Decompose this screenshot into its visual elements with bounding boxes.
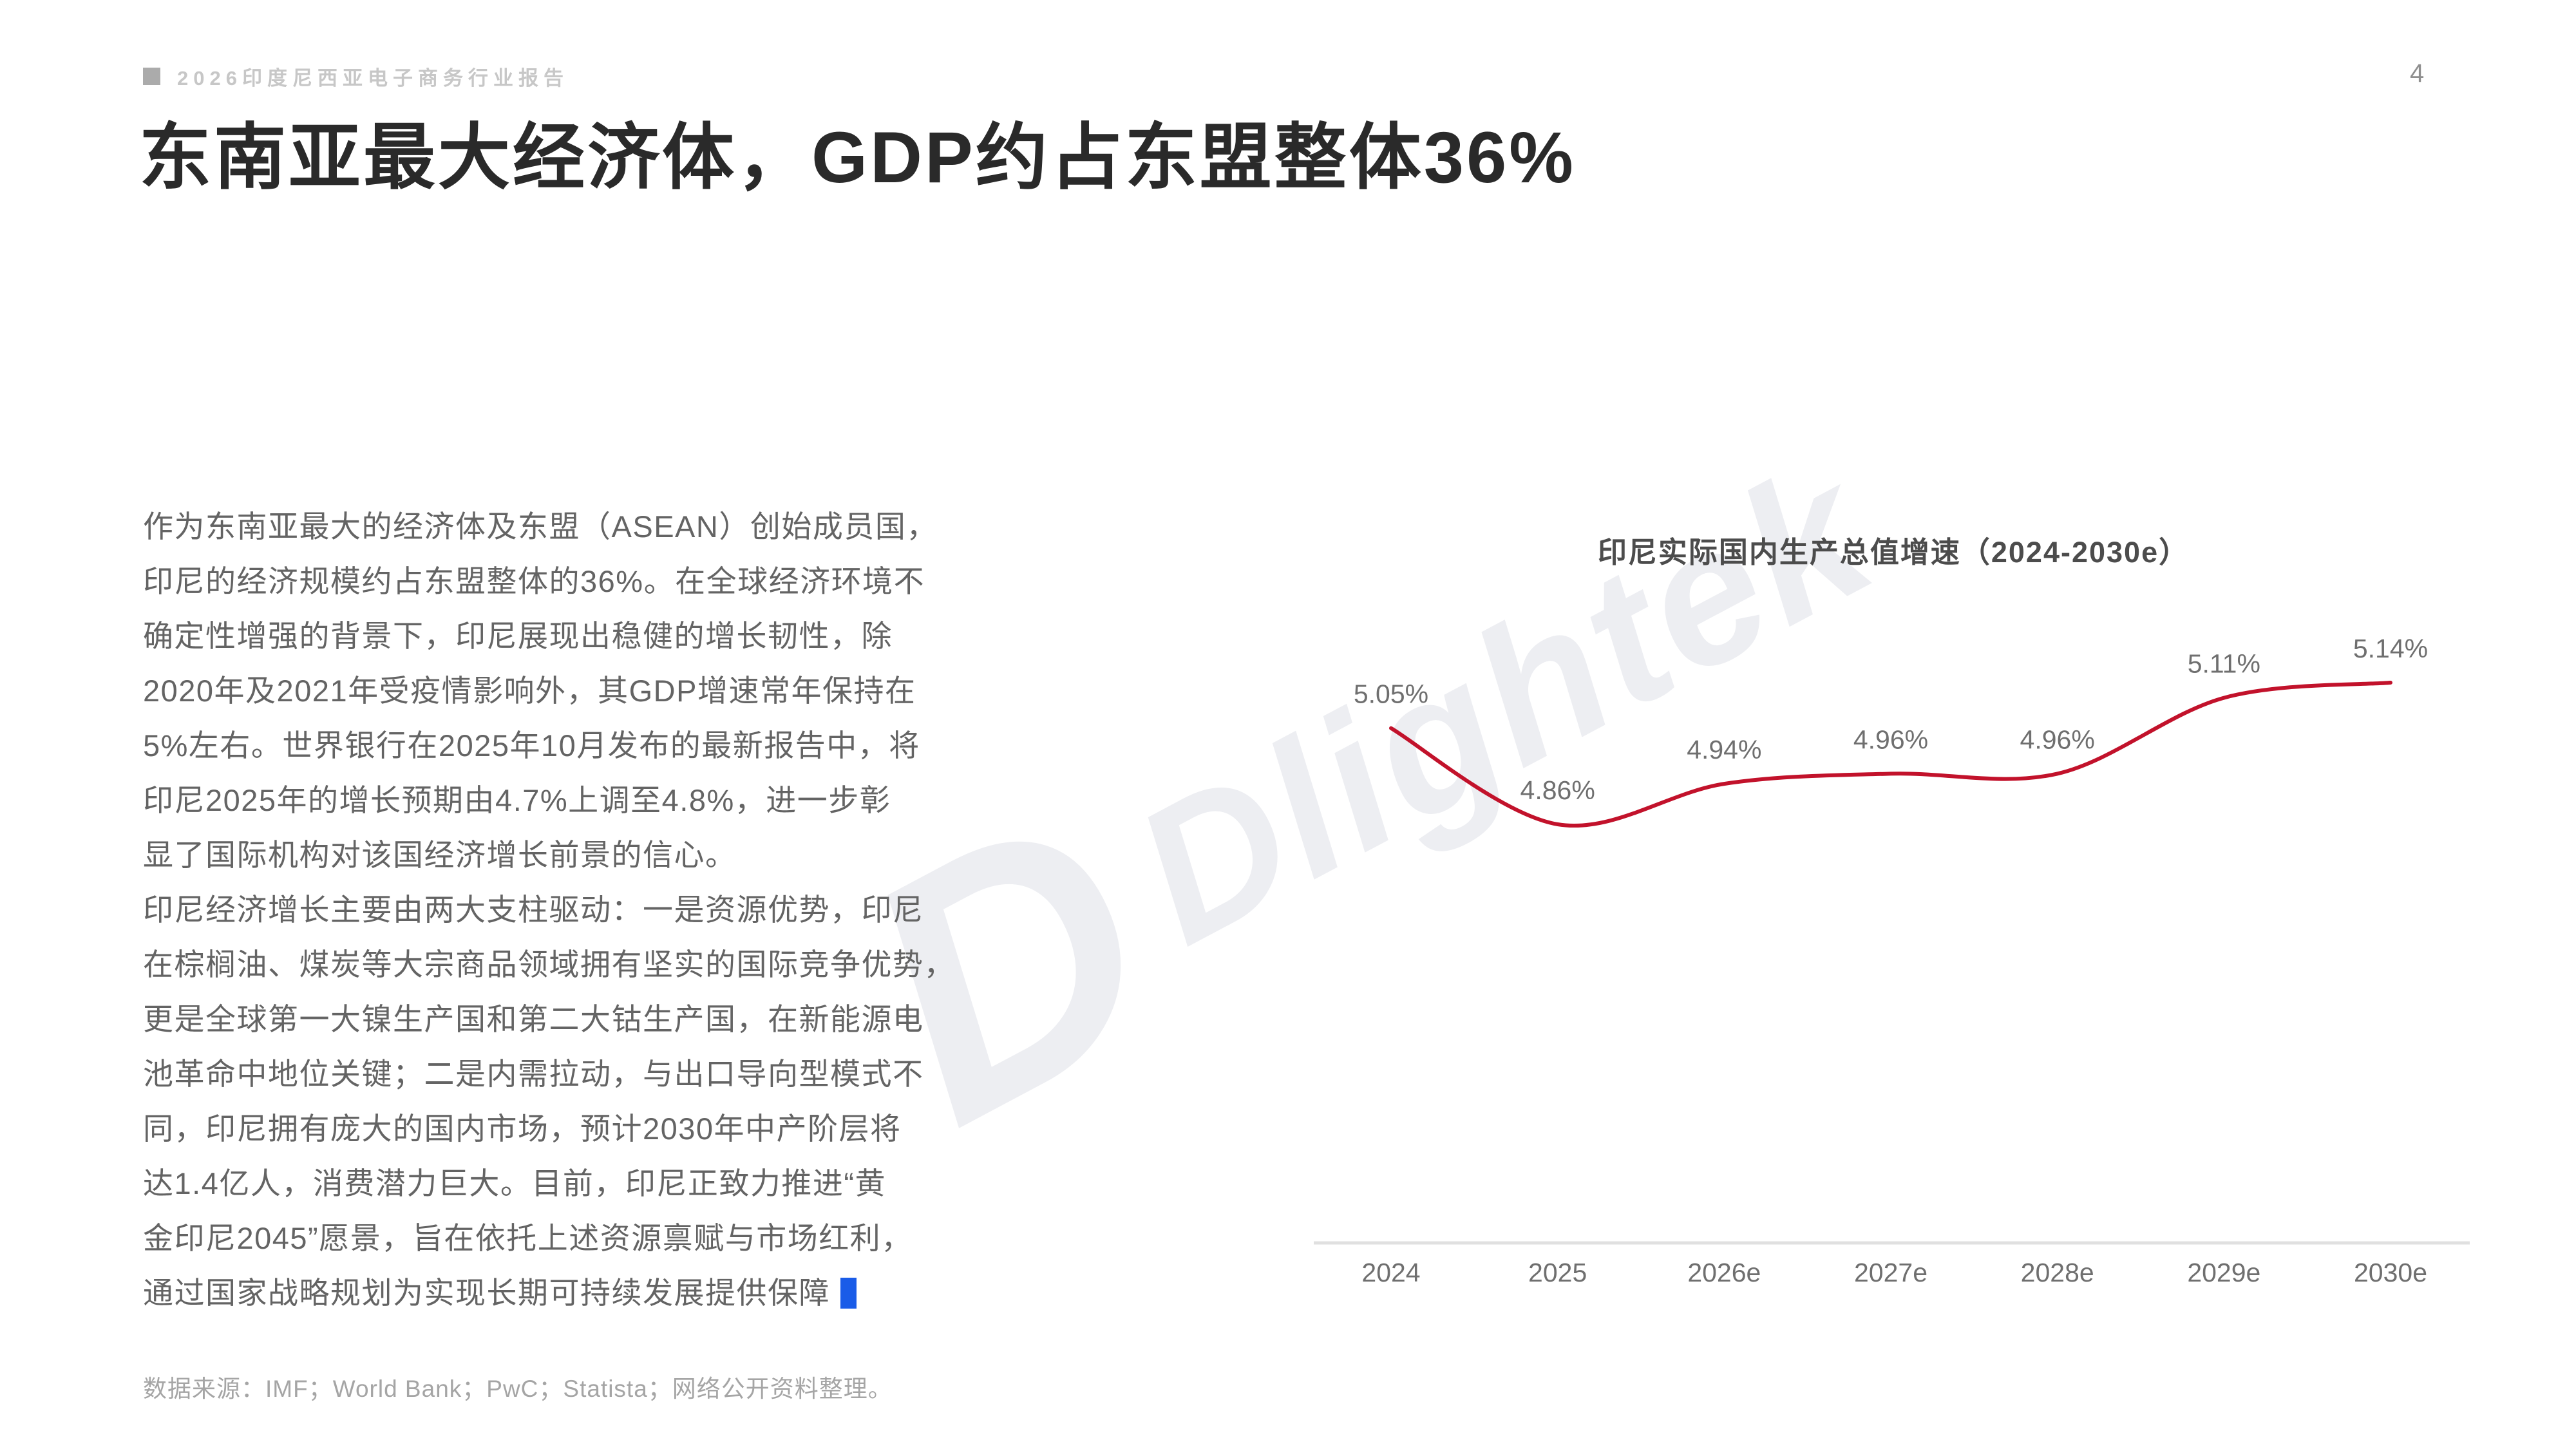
paragraph-lines: 作为东南亚最大的经济体及东盟（ASEAN）创始成员国， 印尼的经济规模约占东盟整体…	[143, 499, 955, 1265]
paragraph-line: 印尼经济增长主要由两大支柱驱动：一是资源优势，印尼	[143, 893, 924, 927]
gdp-trend-line	[1389, 681, 2392, 828]
x-axis-label: 2027e	[1854, 1258, 1927, 1287]
x-axis-label: 2029e	[2187, 1258, 2260, 1287]
x-axis-label: 2026e	[1687, 1258, 1761, 1287]
data-point-label: 5.05%	[1354, 679, 1428, 709]
x-axis-label: 2028e	[2021, 1258, 2094, 1287]
paragraph-line: 5%左右。世界银行在2025年10月发布的最新报告中，将	[143, 728, 920, 762]
x-axis-label: 2025	[1528, 1258, 1587, 1287]
gdp-growth-chart: 印尼实际国内生产总值增速（2024-2030e） 5.05% 4.86% 4.94%…	[1314, 533, 2473, 1370]
paragraph-line: 印尼的经济规模约占东盟整体的36%。在全球经济环境不	[143, 564, 925, 598]
data-point-label: 4.96%	[2020, 724, 2095, 754]
chart-title: 印尼实际国内生产总值增速（2024-2030e）	[1597, 536, 2190, 569]
paragraph-line: 更是全球第一大镍生产国和第二大钴生产国，在新能源电	[143, 1002, 924, 1036]
paragraph-line: 显了国际机构对该国经济增长前景的信心。	[143, 838, 737, 872]
paragraph-line: 金印尼2045”愿景，旨在依托上述资源禀赋与市场红利，	[143, 1221, 913, 1255]
square-bullet-icon	[143, 68, 160, 85]
paragraph-line: 确定性增强的背景下，印尼展现出稳健的增长韧性，除	[143, 619, 893, 653]
report-series-title: 2026印度尼西亚电子商务行业报告	[177, 67, 569, 90]
paragraph-line: 印尼2025年的增长预期由4.7%上调至4.8%，进一步彰	[143, 783, 891, 817]
paragraph-end-marker-icon	[840, 1277, 857, 1309]
data-point-label: 4.96%	[1853, 724, 1928, 754]
paragraph-last-line: 通过国家战略规划为实现长期可持续发展提供保障	[143, 1265, 955, 1320]
body-paragraph: 作为东南亚最大的经济体及东盟（ASEAN）创始成员国， 印尼的经济规模约占东盟整体…	[143, 499, 955, 1320]
data-point-label: 5.11%	[2188, 649, 2260, 679]
data-point-label: 4.86%	[1520, 775, 1595, 805]
paragraph-line: 同，印尼拥有庞大的国内市场，预计2030年中产阶层将	[143, 1112, 902, 1146]
x-axis-label: 2024	[1361, 1258, 1420, 1287]
data-source-note: 数据来源：IMF；World Bank；PwC；Statista；网络公开资料整…	[143, 1376, 893, 1402]
paragraph-line: 在棕榈油、煤炭等大宗商品领域拥有坚实的国际竞争优势，	[143, 947, 955, 981]
paragraph-line: 作为东南亚最大的经济体及东盟（ASEAN）创始成员国，	[143, 509, 938, 544]
paragraph-line: 达1.4亿人，消费潜力巨大。目前，印尼正致力推进“黄	[143, 1166, 886, 1200]
x-axis-label: 2030e	[2354, 1258, 2427, 1287]
gdp-line-chart-canvas: 5.05% 4.86% 4.94% 4.96% 4.96% 5.11% 5.14% 2024 2…	[1314, 634, 2470, 1287]
page-header: 2026印度尼西亚电子商务行业报告	[143, 62, 569, 91]
data-point-label: 5.14%	[2353, 634, 2428, 663]
data-point-label: 4.94%	[1687, 735, 1761, 764]
page-number: 4	[2410, 59, 2425, 88]
slide-title: 东南亚最大经济体，GDP约占东盟整体36%	[139, 117, 1576, 198]
paragraph-line: 通过国家战略规划为实现长期可持续发展提供保障	[143, 1276, 830, 1310]
paragraph-line: 池革命中地位关键；二是内需拉动，与出口导向型模式不	[143, 1057, 924, 1091]
paragraph-line: 2020年及2021年受疫情影响外，其GDP增速常年保持在	[143, 674, 916, 708]
